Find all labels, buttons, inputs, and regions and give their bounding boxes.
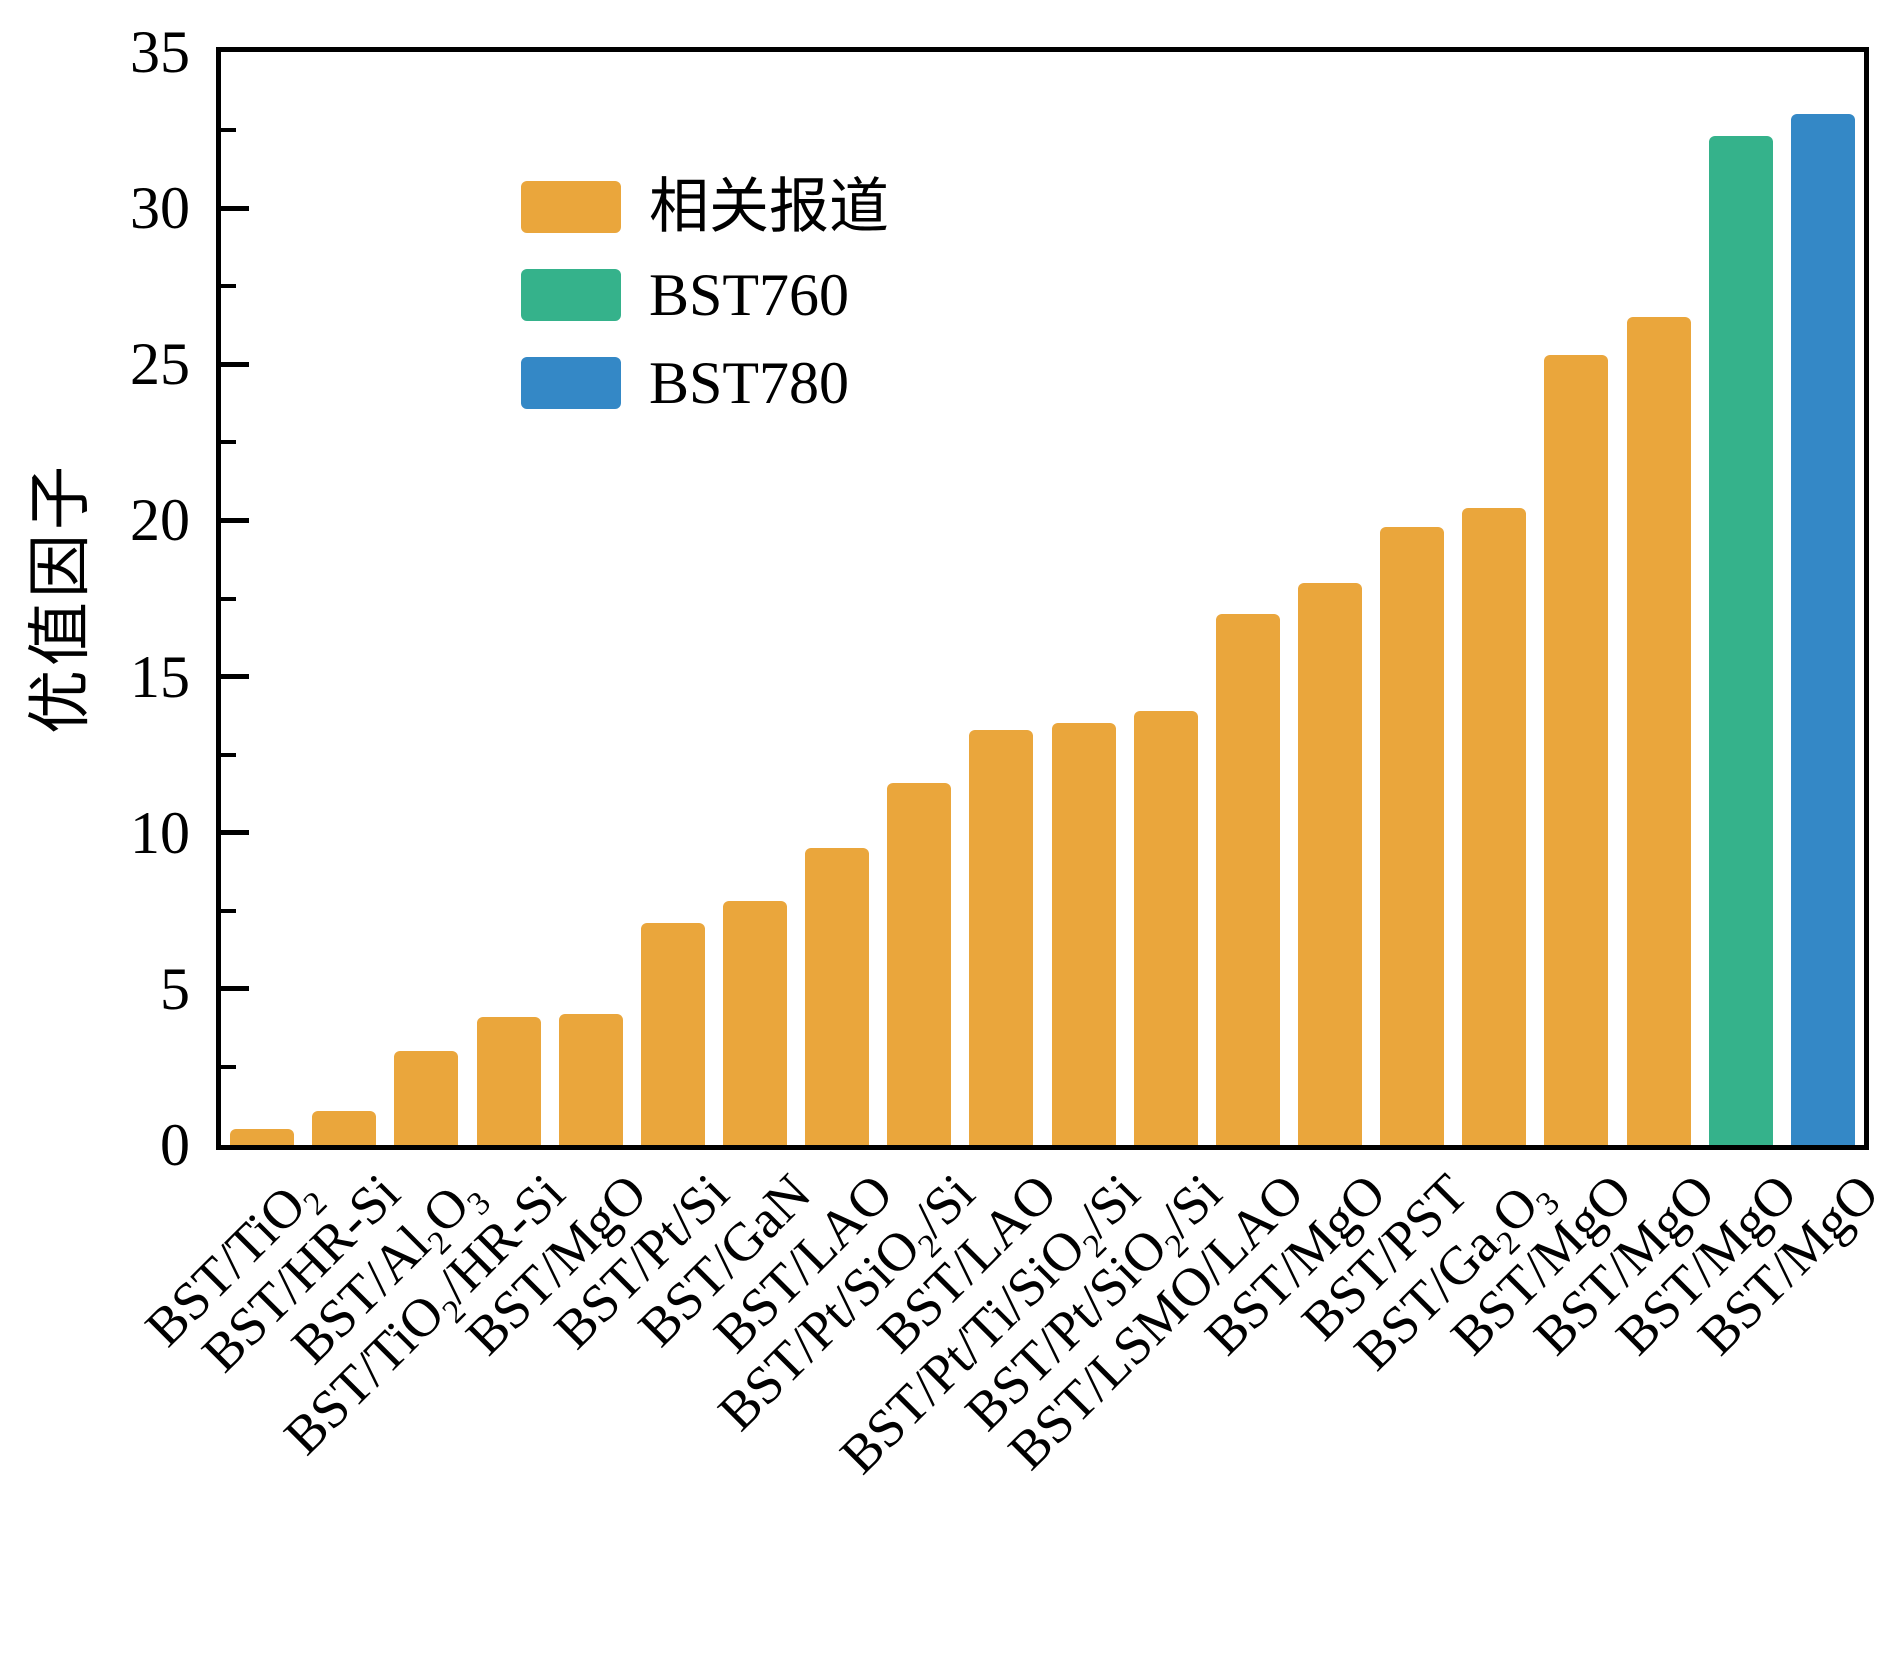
y-tick-label-15: 15 <box>130 644 190 710</box>
bar-4 <box>559 1014 623 1145</box>
bar-9 <box>969 730 1033 1145</box>
legend-item-related-reports: 相关报道 <box>521 174 889 240</box>
bar-16 <box>1544 355 1608 1145</box>
y-tick-major-25 <box>221 362 249 367</box>
y-tick-label-10: 10 <box>130 800 190 866</box>
bar-11 <box>1134 711 1198 1145</box>
legend-swatch-bst780 <box>521 357 621 409</box>
bar-10 <box>1052 723 1116 1145</box>
y-tick-label-30: 30 <box>130 175 190 241</box>
bar-5 <box>641 923 705 1145</box>
legend-item-bst780: BST780 <box>521 350 889 416</box>
legend-label-related-reports: 相关报道 <box>649 174 889 240</box>
bar-18 <box>1709 136 1773 1145</box>
y-tick-minor-2.5 <box>221 1065 236 1069</box>
bar-19 <box>1791 114 1855 1145</box>
bar-13 <box>1298 583 1362 1145</box>
bar-12 <box>1216 614 1280 1145</box>
y-tick-minor-17.5 <box>221 597 236 601</box>
y-tick-label-0: 0 <box>160 1112 190 1178</box>
y-tick-minor-12.5 <box>221 753 236 757</box>
bar-6 <box>723 901 787 1145</box>
bar-17 <box>1627 317 1691 1145</box>
legend-item-bst760: BST760 <box>521 262 889 328</box>
legend-swatch-related-reports <box>521 181 621 233</box>
y-tick-label-35: 35 <box>130 19 190 85</box>
plot-area: 相关报道 BST760 BST780 <box>216 47 1869 1150</box>
legend-label-bst780: BST780 <box>649 350 850 416</box>
bar-2 <box>394 1051 458 1145</box>
y-tick-label-5: 5 <box>160 956 190 1022</box>
bar-8 <box>887 783 951 1145</box>
legend-swatch-bst760 <box>521 269 621 321</box>
y-tick-label-25: 25 <box>130 331 190 397</box>
bar-0 <box>230 1129 294 1145</box>
y-tick-minor-7.5 <box>221 909 236 913</box>
legend-label-bst760: BST760 <box>649 262 850 328</box>
y-tick-minor-27.5 <box>221 284 236 288</box>
bar-15 <box>1462 508 1526 1145</box>
y-tick-major-5 <box>221 986 249 991</box>
bar-3 <box>477 1017 541 1145</box>
bar-7 <box>805 848 869 1145</box>
y-tick-major-20 <box>221 518 249 523</box>
legend: 相关报道 BST760 BST780 <box>521 174 889 444</box>
y-tick-minor-22.5 <box>221 440 236 444</box>
y-tick-label-20: 20 <box>130 487 190 553</box>
y-tick-major-10 <box>221 830 249 835</box>
bar-1 <box>312 1111 376 1145</box>
bar-14 <box>1380 527 1444 1145</box>
y-tick-major-30 <box>221 206 249 211</box>
y-tick-minor-32.5 <box>221 128 236 132</box>
y-tick-major-15 <box>221 674 249 679</box>
